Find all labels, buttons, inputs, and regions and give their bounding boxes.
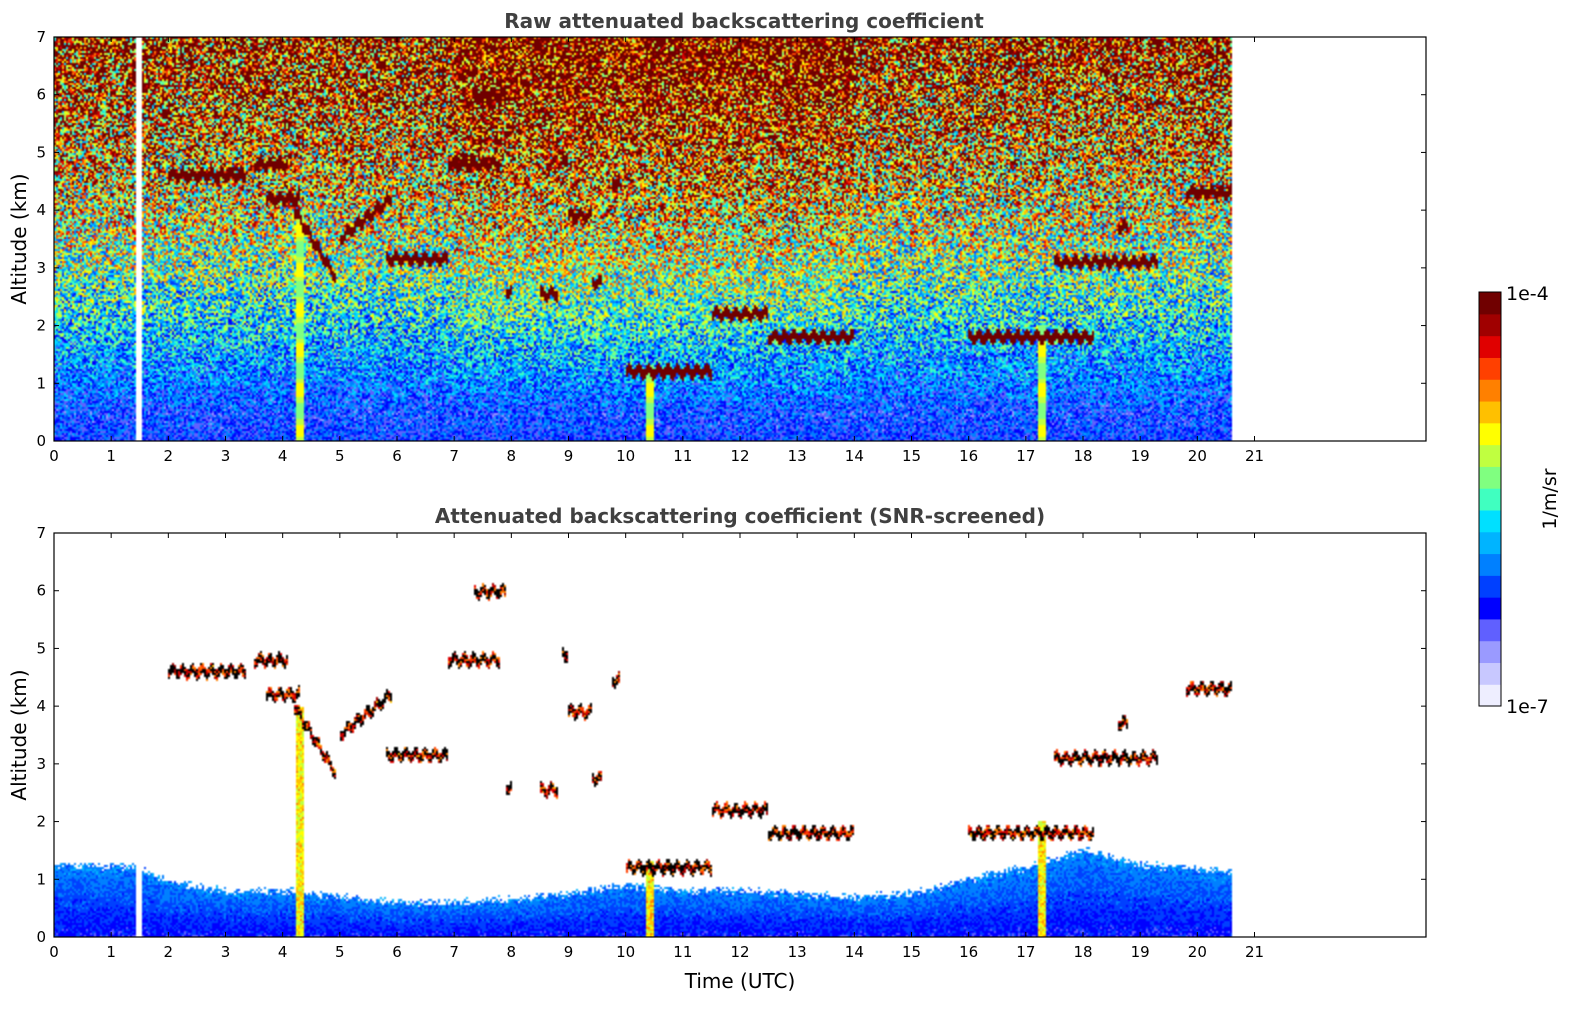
x-tick-label: 6 [392, 447, 402, 465]
colorbar-band [1479, 662, 1501, 685]
colorbar-band [1479, 597, 1501, 620]
colorbar-band [1479, 444, 1501, 467]
x-tick-label: 19 [1131, 447, 1150, 465]
y-tick-label: 4 [36, 201, 46, 219]
x-tick-label: 4 [278, 943, 288, 961]
colorbar-band [1479, 640, 1501, 664]
backscatter-heatmap-raw [54, 37, 1426, 441]
backscatter-heatmap-screened [54, 533, 1426, 937]
colorbar-band [1479, 509, 1501, 533]
y-tick-label: 7 [36, 524, 46, 542]
y-tick-label: 0 [36, 432, 46, 450]
x-tick-label: 19 [1131, 943, 1150, 961]
x-tick-label: 17 [1016, 447, 1035, 465]
x-tick-label: 2 [164, 447, 174, 465]
chart-title-screened: Attenuated backscattering coefficient (S… [435, 504, 1045, 528]
colorbar-band [1479, 553, 1501, 576]
x-tick-label: 6 [392, 943, 402, 961]
x-tick-label: 8 [507, 943, 517, 961]
x-tick-label: 10 [616, 943, 635, 961]
x-tick-label: 7 [449, 943, 459, 961]
colorbar-band [1479, 379, 1501, 402]
y-tick-label: 5 [36, 639, 46, 657]
x-tick-label: 16 [959, 447, 978, 465]
colorbar-band [1479, 684, 1501, 707]
colorbar-min-label: 1e-7 [1506, 696, 1549, 718]
x-tick-label: 13 [788, 447, 807, 465]
x-tick-label: 15 [902, 447, 921, 465]
x-tick-label: 9 [564, 943, 574, 961]
x-tick-label: 0 [49, 447, 59, 465]
y-tick-label: 0 [36, 928, 46, 946]
colorbar: 1e-4 1e-7 1/m/sr [1478, 283, 1561, 718]
x-tick-label: 11 [673, 943, 692, 961]
x-tick-label: 11 [673, 447, 692, 465]
x-tick-label: 7 [449, 447, 459, 465]
x-tick-label: 13 [788, 943, 807, 961]
x-tick-label: 1 [106, 447, 116, 465]
colorbar-band [1479, 575, 1501, 598]
colorbar-gradient [1479, 292, 1501, 707]
x-tick-label: 18 [1073, 943, 1092, 961]
colorbar-band [1479, 335, 1501, 358]
x-tick-label: 21 [1245, 943, 1264, 961]
y-tick-label: 6 [36, 582, 46, 600]
y-tick-label: 5 [36, 143, 46, 161]
x-tick-label: 15 [902, 943, 921, 961]
colorbar-band [1479, 357, 1501, 380]
x-tick-label: 16 [959, 943, 978, 961]
x-axis-label: Time (UTC) [684, 969, 796, 993]
colorbar-band [1479, 400, 1501, 424]
x-tick-label: 3 [221, 447, 231, 465]
x-tick-label: 18 [1073, 447, 1092, 465]
x-tick-label: 10 [616, 447, 635, 465]
colorbar-band [1479, 488, 1501, 511]
x-tick-label: 9 [564, 447, 574, 465]
y-axis-raw: 0 1 2 3 4 5 6 7 [36, 28, 1426, 450]
y-tick-label: 1 [36, 374, 46, 392]
x-axis-raw: 0 1 2 3 4 5 6 7 8 9 10 11 12 13 14 15 16 17 18 19 20 21 [49, 37, 1264, 465]
x-tick-label: 17 [1016, 943, 1035, 961]
colorbar-band [1479, 618, 1501, 642]
colorbar-band [1479, 466, 1501, 489]
colorbar-band [1479, 292, 1501, 315]
y-tick-label: 1 [36, 870, 46, 888]
y-tick-label: 2 [36, 317, 46, 335]
colorbar-frame [1478, 291, 1502, 707]
x-tick-label: 4 [278, 447, 288, 465]
x-tick-label: 14 [845, 943, 864, 961]
x-tick-label: 1 [106, 943, 116, 961]
colorbar-band [1479, 531, 1501, 555]
y-tick-label: 3 [36, 259, 46, 277]
colorbar-max-label: 1e-4 [1506, 283, 1549, 305]
x-tick-label: 5 [335, 447, 345, 465]
x-tick-label: 5 [335, 943, 345, 961]
x-tick-label: 12 [730, 447, 749, 465]
x-tick-label: 0 [49, 943, 59, 961]
y-tick-label: 7 [36, 28, 46, 46]
panel-snr-screened: Attenuated backscattering coefficient (S… [7, 504, 1427, 993]
x-tick-label: 3 [221, 943, 231, 961]
y-tick-label: 4 [36, 697, 46, 715]
colorbar-band [1479, 422, 1501, 446]
x-axis-screened: 0 1 2 3 4 5 6 7 8 9 10 11 12 13 14 15 16 17 18 19 20 21 [49, 533, 1264, 961]
panel-raw-backscatter: Raw attenuated backscattering coefficien… [7, 9, 1427, 465]
y-tick-label: 2 [36, 813, 46, 831]
x-tick-label: 14 [845, 447, 864, 465]
x-tick-label: 2 [164, 943, 174, 961]
y-axis-screened: 0 1 2 3 4 5 6 7 [36, 524, 1426, 946]
chart-title-raw: Raw attenuated backscattering coefficien… [504, 9, 984, 33]
x-tick-label: 8 [507, 447, 517, 465]
x-tick-label: 21 [1245, 447, 1264, 465]
x-tick-label: 12 [730, 943, 749, 961]
y-axis-label-screened: Altitude (km) [7, 669, 31, 800]
x-tick-label: 20 [1188, 943, 1207, 961]
colorbar-unit-label: 1/m/sr [1539, 468, 1561, 529]
colorbar-band [1479, 313, 1501, 337]
y-tick-label: 3 [36, 755, 46, 773]
x-tick-label: 20 [1188, 447, 1207, 465]
y-axis-label-raw: Altitude (km) [7, 173, 31, 304]
y-tick-label: 6 [36, 86, 46, 104]
